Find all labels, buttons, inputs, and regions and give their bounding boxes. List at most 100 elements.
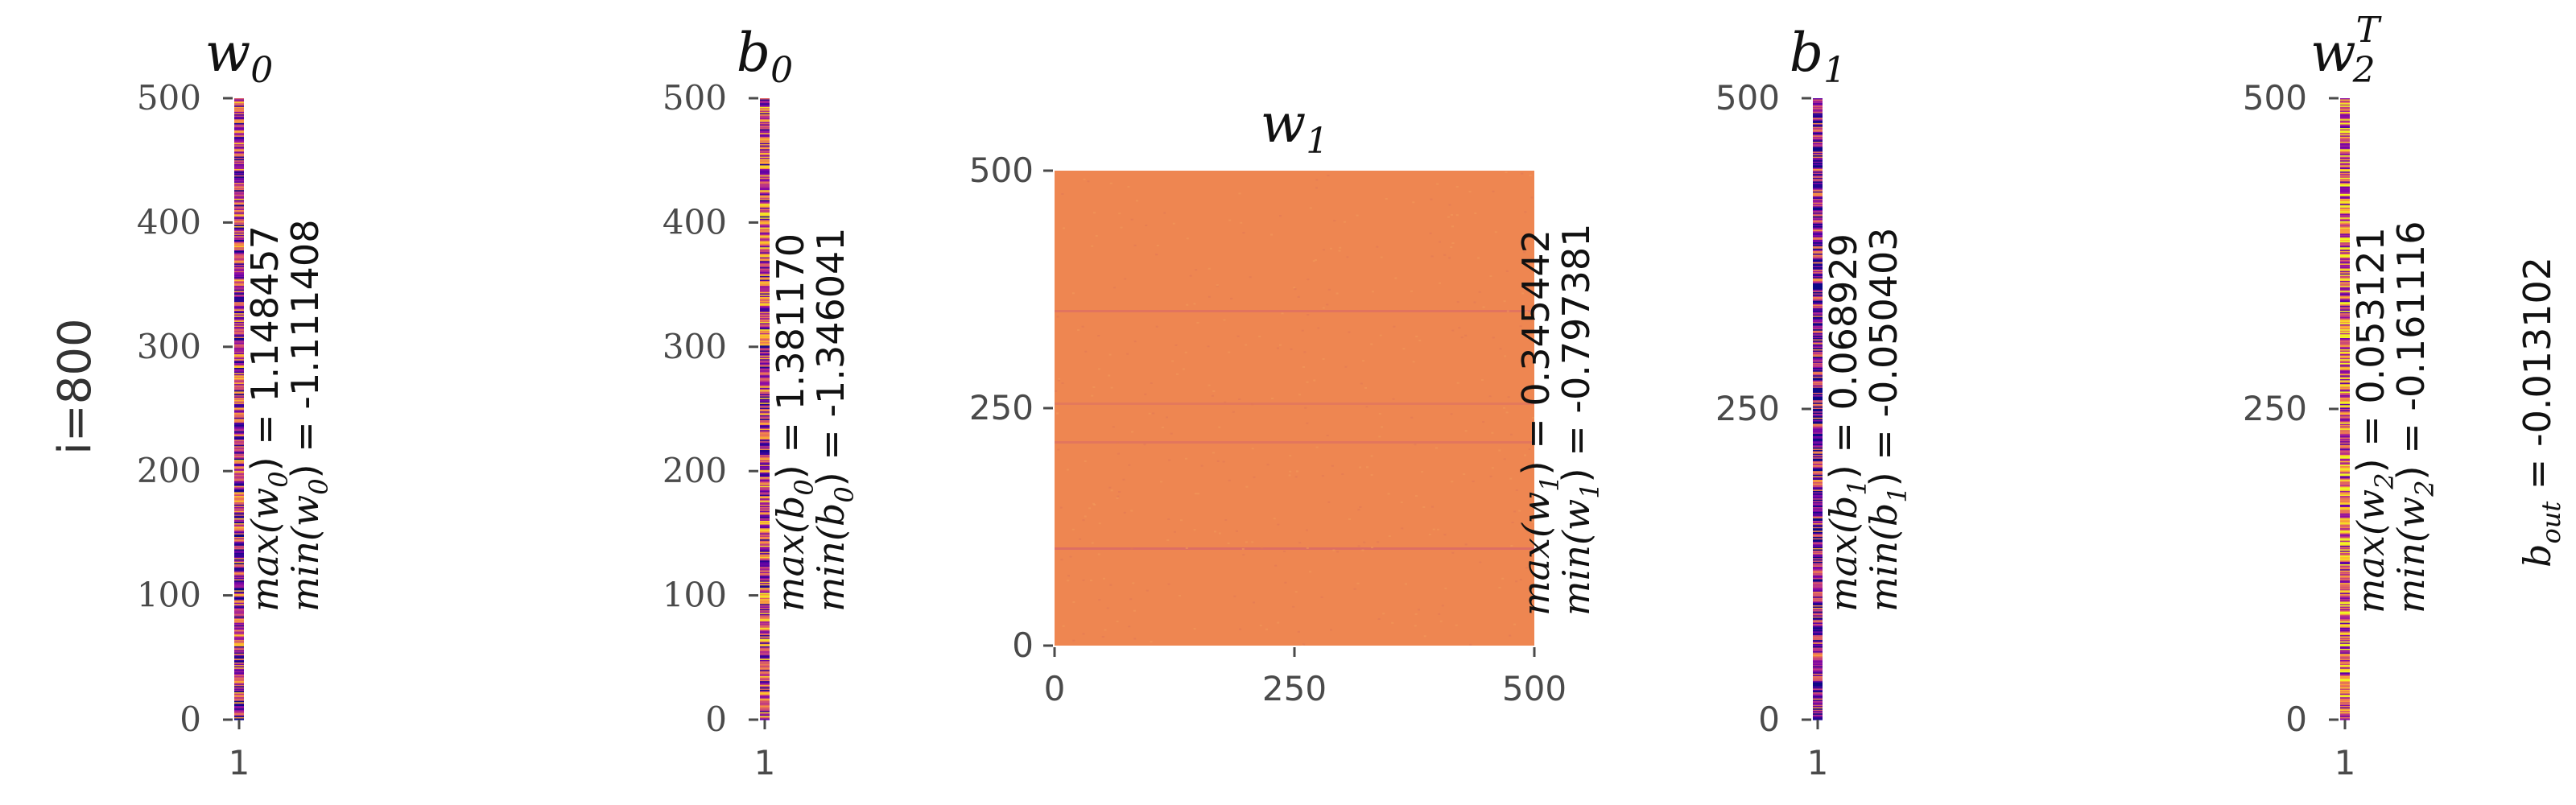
- heatmap-speckle: [1532, 416, 1534, 419]
- strip-cell: [760, 316, 770, 318]
- strip-cell: [234, 526, 244, 528]
- strip-cell: [2340, 567, 2350, 569]
- heatmap-speckle: [1359, 506, 1362, 508]
- strip-cell: [1813, 565, 1823, 568]
- strip-cell: [1813, 442, 1823, 444]
- strip-cell: [760, 125, 770, 128]
- strip-cell: [1813, 226, 1823, 229]
- strip-cell: [1813, 668, 1823, 671]
- strip-cell: [2340, 341, 2350, 344]
- strip-cell: [1813, 300, 1823, 303]
- strip-cell: [760, 349, 770, 352]
- strip-cell: [760, 330, 770, 332]
- heatmap-speckle: [1077, 329, 1080, 331]
- heatmap-speckle: [1519, 325, 1522, 328]
- heatmap-speckle: [1432, 528, 1435, 530]
- strip-cell: [2340, 549, 2350, 551]
- strip-cell: [1813, 337, 1823, 341]
- strip-cell: [234, 638, 244, 641]
- strip-cell: [760, 684, 770, 687]
- strip-cell: [234, 236, 244, 238]
- strip-cell: [760, 652, 770, 654]
- strip-cell: [234, 707, 244, 709]
- strip-cell: [234, 617, 244, 620]
- strip-cell: [1813, 663, 1823, 666]
- strip-cell: [1813, 142, 1823, 145]
- strip-cell: [760, 554, 770, 556]
- strip-cell: [2340, 346, 2350, 349]
- strip-cell: [234, 605, 244, 608]
- strip-cell: [760, 395, 770, 398]
- strip-cell: [234, 348, 244, 350]
- strip-cell: [760, 161, 770, 163]
- strip-cell: [2340, 515, 2350, 518]
- strip-cell: [2340, 384, 2350, 386]
- strip-cell: [760, 225, 770, 227]
- strip-cell: [2340, 213, 2350, 216]
- strip-cell: [760, 250, 770, 254]
- strip-cell: [234, 432, 244, 435]
- strip-cell: [760, 122, 770, 124]
- strip-cell: [760, 630, 770, 632]
- strip-cell: [2340, 131, 2350, 134]
- strip-cell: [1813, 133, 1823, 135]
- strip-cell: [1813, 201, 1823, 204]
- strip-cell: [234, 313, 244, 316]
- strip-cell: [1813, 444, 1823, 446]
- strip-cell: [1813, 248, 1823, 250]
- strip-cell: [2340, 478, 2350, 481]
- strip-cell: [2340, 272, 2350, 275]
- heatmap-speckle: [1327, 288, 1331, 291]
- strip-cell: [234, 291, 244, 293]
- strip-cell: [1813, 575, 1823, 578]
- strip-cell: [234, 427, 244, 430]
- strip-cell: [1813, 169, 1823, 171]
- strip-cell: [760, 247, 770, 250]
- strip-cell: [2340, 716, 2350, 720]
- strip-cell: [234, 457, 244, 460]
- heatmap-speckle: [1498, 449, 1501, 452]
- strip-cell: [2340, 357, 2350, 360]
- strip-cell: [1813, 376, 1823, 378]
- strip-cell: [760, 520, 770, 523]
- heatmap-speckle: [1294, 288, 1297, 291]
- strip-cell: [760, 544, 770, 547]
- strip-cell: [234, 523, 244, 526]
- strip-cell: [760, 150, 770, 152]
- strip-cell: [760, 624, 770, 626]
- strip-cell: [760, 191, 770, 193]
- strip-cell: [2340, 184, 2350, 186]
- strip-cell: [234, 647, 244, 650]
- strip-cell: [1813, 328, 1823, 330]
- strip-cell: [234, 693, 244, 696]
- strip-cell: [234, 261, 244, 263]
- strip-cell: [760, 471, 770, 473]
- heatmap-speckle: [1128, 625, 1131, 628]
- heatmap-speckle: [1067, 580, 1070, 582]
- strip-cell: [2340, 323, 2350, 325]
- strip-cell: [234, 213, 244, 215]
- strip-cell: [2340, 577, 2350, 580]
- strip-cell: [760, 380, 770, 382]
- heatmap-speckle: [1061, 193, 1064, 195]
- strip-cell: [760, 142, 770, 144]
- heatmap-speckle: [1228, 351, 1231, 353]
- heatmap-speckle: [1455, 214, 1459, 217]
- strip-cell: [1813, 452, 1823, 455]
- strip-cell: [2340, 604, 2350, 606]
- strip-cell: [760, 618, 770, 621]
- strip-cell: [1813, 520, 1823, 523]
- strip-cell: [2340, 295, 2350, 298]
- strip-cell: [2340, 594, 2350, 597]
- strip-cell: [1813, 498, 1823, 501]
- strip-cell: [1813, 616, 1823, 618]
- strip-cell: [2340, 435, 2350, 437]
- heatmap-speckle: [1415, 495, 1418, 497]
- strip-cell: [234, 206, 244, 208]
- strip-cell: [2340, 611, 2350, 613]
- strip-cell: [234, 190, 244, 192]
- title-b0: b0: [737, 22, 793, 91]
- heatmap-speckle: [1320, 596, 1323, 598]
- strip-cell: [1813, 625, 1823, 627]
